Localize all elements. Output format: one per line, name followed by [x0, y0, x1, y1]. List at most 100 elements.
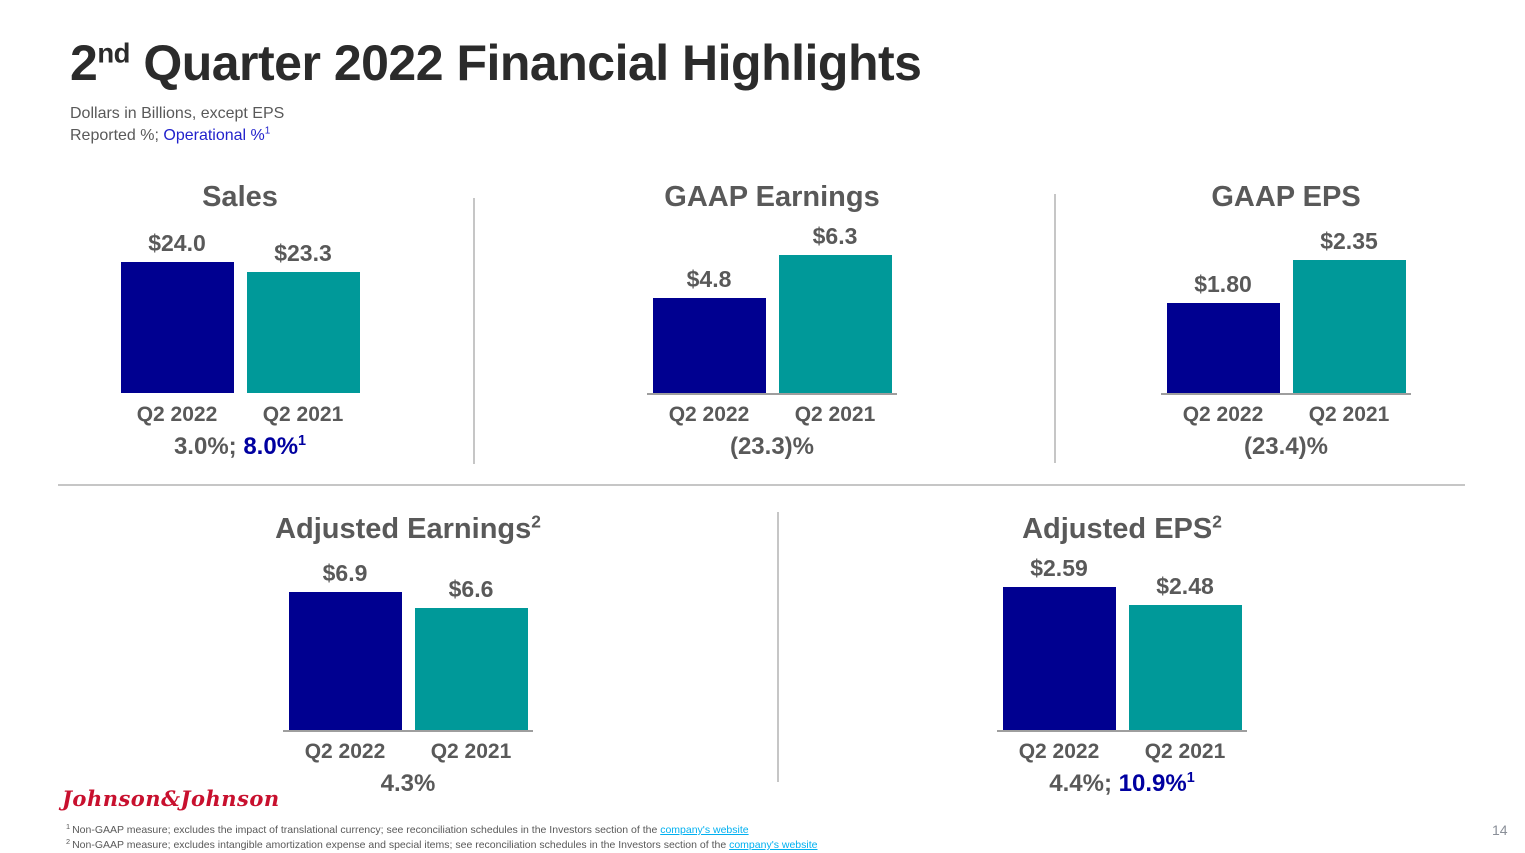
bar-group-q2-2021: $2.48 [1128, 573, 1242, 730]
bar-q2-2021 [1128, 605, 1242, 730]
value-label-q2-2022: $24.0 [148, 230, 206, 256]
chart-title-text: Adjusted EPS [1022, 513, 1213, 545]
bar-group-q2-2022: $4.8 [652, 266, 766, 393]
title-number: 2 [70, 35, 98, 91]
bar-group-q2-2022: $24.0 [120, 230, 234, 393]
change-reported: (23.3)% [729, 433, 815, 460]
footnote-2: 2 Non-GAAP measure; excludes intangible a… [66, 836, 818, 851]
category-q2-2021: Q2 2021 [1308, 403, 1390, 426]
change-operational-superscript: 1 [298, 433, 307, 449]
bar-group-q2-2022: $6.9 [288, 560, 402, 730]
subtitle-units: Dollars in Billions, except EPS [70, 105, 285, 122]
axis-baseline [283, 730, 533, 732]
divider-horizontal-rows [58, 484, 1465, 486]
chart-title-text: GAAP EPS [1211, 181, 1361, 213]
category-labels: Q2 2022 Q2 2021 [58, 403, 422, 427]
plot-area: $6.9 $6.6 [226, 548, 590, 730]
chart-title-text: Sales [202, 181, 278, 213]
value-label-q2-2021: $6.3 [812, 223, 858, 249]
chart-title-adjusted-earnings: Adjusted Earnings2 [226, 512, 590, 548]
footnote-2-text: Non-GAAP measure; excludes intangible am… [72, 839, 730, 851]
change-line: (23.4)% [1104, 433, 1468, 461]
bar-q2-2022 [1002, 587, 1116, 730]
bar-q2-2022 [1166, 303, 1280, 393]
divider-vertical-sales-gaap-earnings [473, 198, 475, 464]
value-label-q2-2022: $4.8 [686, 266, 732, 292]
title-text: Quarter 2022 Financial Highlights [129, 35, 922, 91]
axis-baseline [647, 393, 897, 395]
chart-title-sales: Sales [58, 180, 422, 216]
category-labels: Q2 2022 Q2 2021 [1104, 403, 1468, 427]
value-label-q2-2022: $2.59 [1030, 555, 1088, 581]
chart-gaap-eps: GAAP EPS $1.80 $2.35 Q2 2022 Q2 2021 (23… [1104, 180, 1468, 461]
bar-group-q2-2022: $1.80 [1166, 271, 1280, 393]
divider-vertical-adjusted-earnings-adjusted-eps [777, 512, 779, 782]
change-line: 3.0%; 8.0%1 [58, 433, 422, 461]
chart-title-adjusted-eps: Adjusted EPS2 [940, 512, 1304, 548]
category-q2-2021: Q2 2021 [430, 740, 512, 763]
change-line: 4.3% [226, 770, 590, 798]
change-reported: 3.0%; [173, 433, 244, 460]
value-label-q2-2021: $2.35 [1320, 228, 1378, 254]
chart-title-text: GAAP Earnings [664, 181, 880, 213]
chart-adjusted-earnings: Adjusted Earnings2 $6.9 $6.6 Q2 2022 Q2 … [226, 512, 590, 798]
page-number: 14 [1492, 822, 1508, 838]
change-operational: 10.9% [1118, 770, 1187, 797]
footnote-1-text: Non-GAAP measure; excludes the impact of… [72, 824, 661, 836]
bar-q2-2021 [1292, 260, 1406, 393]
company-website-link-1[interactable]: company's website [660, 824, 749, 836]
johnson-and-johnson-logo: Johnson&Johnson [62, 786, 280, 811]
change-reported: 4.3% [380, 770, 436, 797]
category-q2-2022: Q2 2022 [136, 403, 218, 426]
value-label-q2-2021: $2.48 [1156, 573, 1214, 599]
page-title: 2nd Quarter 2022 Financial Highlights [70, 36, 1370, 91]
category-q2-2022: Q2 2022 [1018, 740, 1100, 763]
footnote-1-superscript: 1 [66, 821, 71, 831]
bar-group-q2-2021: $6.6 [414, 576, 528, 730]
subtitle-legend: Reported %; Operational %1 [70, 125, 1370, 145]
bar-q2-2021 [246, 272, 360, 393]
category-q2-2021: Q2 2021 [262, 403, 344, 426]
axis-baseline [997, 730, 1247, 732]
category-labels: Q2 2022 Q2 2021 [226, 740, 590, 764]
subtitle-operational: Operational % [163, 127, 265, 144]
bar-group-q2-2021: $2.35 [1292, 228, 1406, 393]
bar-group-q2-2022: $2.59 [1002, 555, 1116, 730]
change-line: 4.4%; 10.9%1 [940, 770, 1304, 798]
plot-area: $24.0 $23.3 [58, 216, 422, 393]
value-label-q2-2021: $6.6 [448, 576, 494, 602]
value-label-q2-2021: $23.3 [274, 240, 332, 266]
chart-title-gaap-earnings: GAAP Earnings [590, 180, 954, 216]
chart-sales: Sales $24.0 $23.3 Q2 2022 Q2 2021 3.0%; … [58, 180, 422, 461]
change-operational-superscript: 1 [1186, 770, 1195, 786]
company-website-link-2[interactable]: company's website [729, 839, 818, 851]
bar-group-q2-2021: $23.3 [246, 240, 360, 393]
slide-header: 2nd Quarter 2022 Financial Highlights Do… [70, 36, 1370, 145]
category-labels: Q2 2022 Q2 2021 [590, 403, 954, 427]
title-ordinal-superscript: nd [97, 37, 130, 69]
footnote-2-superscript: 2 [66, 836, 71, 846]
chart-title-text: Adjusted Earnings [275, 513, 532, 545]
change-reported: (23.4)% [1243, 433, 1329, 460]
category-labels: Q2 2022 Q2 2021 [940, 740, 1304, 764]
subtitle-reported: Reported %; [70, 127, 164, 144]
plot-area: $2.59 $2.48 [940, 548, 1304, 730]
chart-title-gaap-eps: GAAP EPS [1104, 180, 1468, 216]
chart-gaap-earnings: GAAP Earnings $4.8 $6.3 Q2 2022 Q2 2021 … [590, 180, 954, 461]
change-reported: 4.4%; [1049, 770, 1119, 797]
footnote-1: 1 Non-GAAP measure; excludes the impact o… [66, 821, 749, 836]
divider-vertical-gaap-earnings-gaap-eps [1054, 194, 1056, 463]
axis-baseline [1161, 393, 1411, 395]
subtitle-operational-superscript: 1 [264, 125, 271, 137]
category-q2-2021: Q2 2021 [1144, 740, 1226, 763]
bar-q2-2021 [778, 255, 892, 393]
chart-title-superscript: 2 [1212, 511, 1222, 532]
plot-area: $4.8 $6.3 [590, 216, 954, 393]
category-q2-2022: Q2 2022 [1182, 403, 1264, 426]
change-line: (23.3)% [590, 433, 954, 461]
value-label-q2-2022: $1.80 [1194, 271, 1252, 297]
value-label-q2-2022: $6.9 [322, 560, 368, 586]
bar-q2-2022 [120, 262, 234, 393]
plot-area: $1.80 $2.35 [1104, 216, 1468, 393]
chart-title-superscript: 2 [531, 511, 541, 532]
